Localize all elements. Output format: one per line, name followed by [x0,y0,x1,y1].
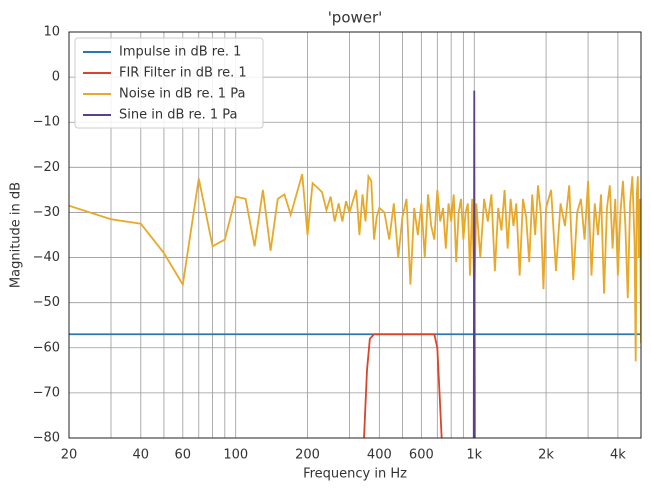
series-line [363,333,443,438]
y-tick-label: −50 [33,295,60,310]
y-tick-label: −20 [33,160,60,175]
y-tick-label: 0 [52,70,60,85]
legend-box [74,37,264,129]
x-tick-label: 600 [409,448,434,463]
x-tick-label: 100 [223,448,248,463]
x-tick-label: 40 [133,448,150,463]
x-axis-label: Frequency in Hz [303,467,407,482]
y-axis-label: Magnitude in dB [9,182,24,288]
x-tick-label: 4k [610,448,626,463]
y-tick-label: −70 [33,385,60,400]
x-tick-label: 20 [61,448,78,463]
y-tick-label: −60 [33,340,60,355]
x-tick-label: 60 [175,448,192,463]
y-tick-label: −30 [33,205,60,220]
series-line [472,90,476,438]
x-tick-label: 400 [367,448,392,463]
y-tick-label: −10 [33,115,60,130]
y-tick-label: −80 [33,431,60,446]
legend-label: Noise in dB re. 1 Pa [119,87,245,102]
legend-label: Sine in dB re. 1 Pa [119,108,237,123]
legend-label: Impulse in dB re. 1 [119,45,241,60]
x-tick-label: 2k [538,448,554,463]
y-tick-label: −40 [33,250,60,265]
chart-title: 'power' [328,9,383,27]
x-tick-label: 1k [466,448,482,463]
series-line [69,173,641,362]
legend-label: FIR Filter in dB re. 1 [119,66,247,81]
y-tick-label: 10 [43,25,60,40]
x-tick-label: 200 [295,448,320,463]
plot-frame [68,31,642,439]
